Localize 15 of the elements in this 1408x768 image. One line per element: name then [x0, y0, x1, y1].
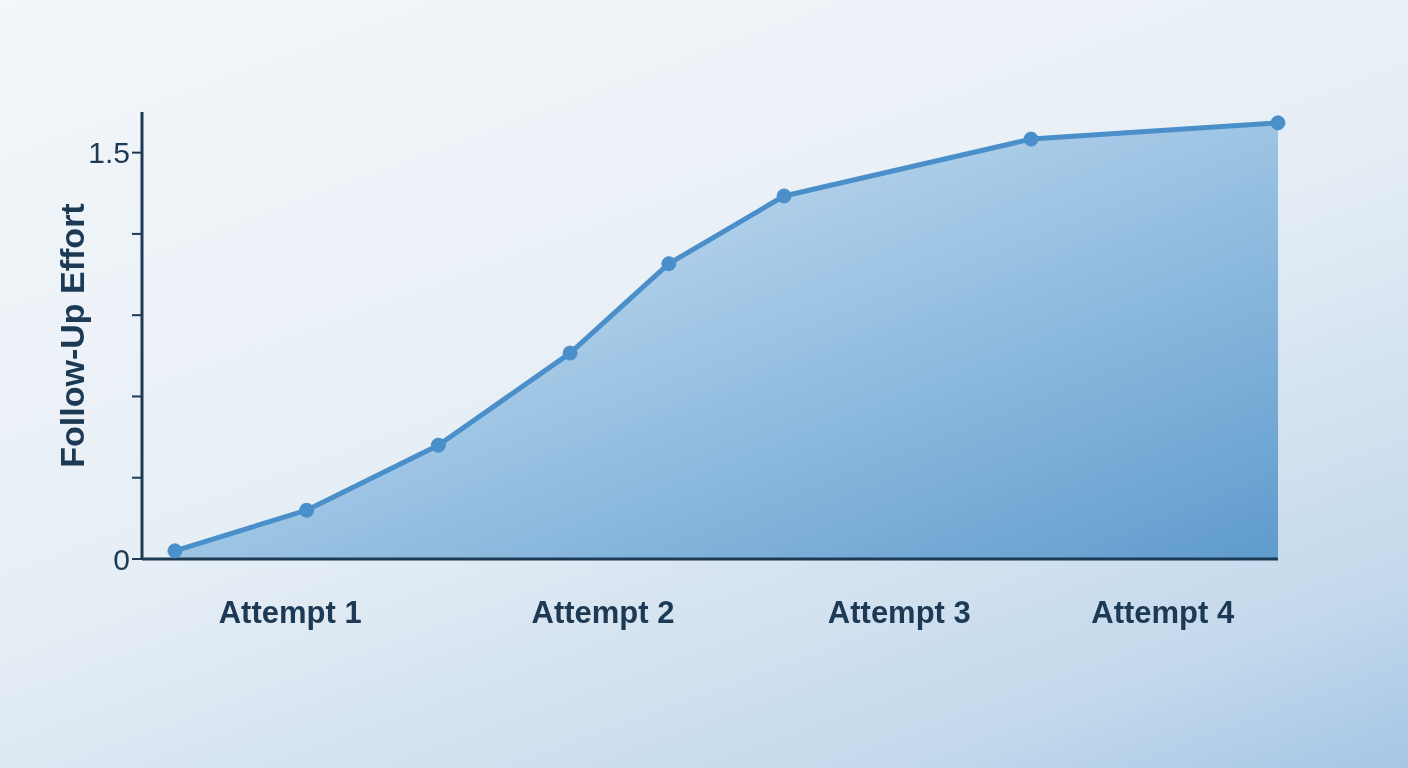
- point: [1270, 115, 1286, 131]
- x-tick-label: Attempt 4: [1091, 595, 1235, 631]
- point: [562, 345, 578, 361]
- point: [299, 502, 315, 518]
- y-tick-label: 1.5: [88, 136, 130, 170]
- point: [776, 188, 792, 204]
- y-axis-title: Follow-Up Effort: [53, 203, 92, 468]
- point: [661, 256, 677, 272]
- point: [1023, 131, 1039, 147]
- x-tick-label: Attempt 1: [218, 595, 362, 631]
- y-tick-label: 0: [113, 542, 130, 576]
- point: [430, 437, 446, 453]
- x-tick-label: Attempt 2: [531, 595, 675, 631]
- point: [167, 543, 183, 559]
- x-tick-label: Attempt 3: [827, 595, 971, 631]
